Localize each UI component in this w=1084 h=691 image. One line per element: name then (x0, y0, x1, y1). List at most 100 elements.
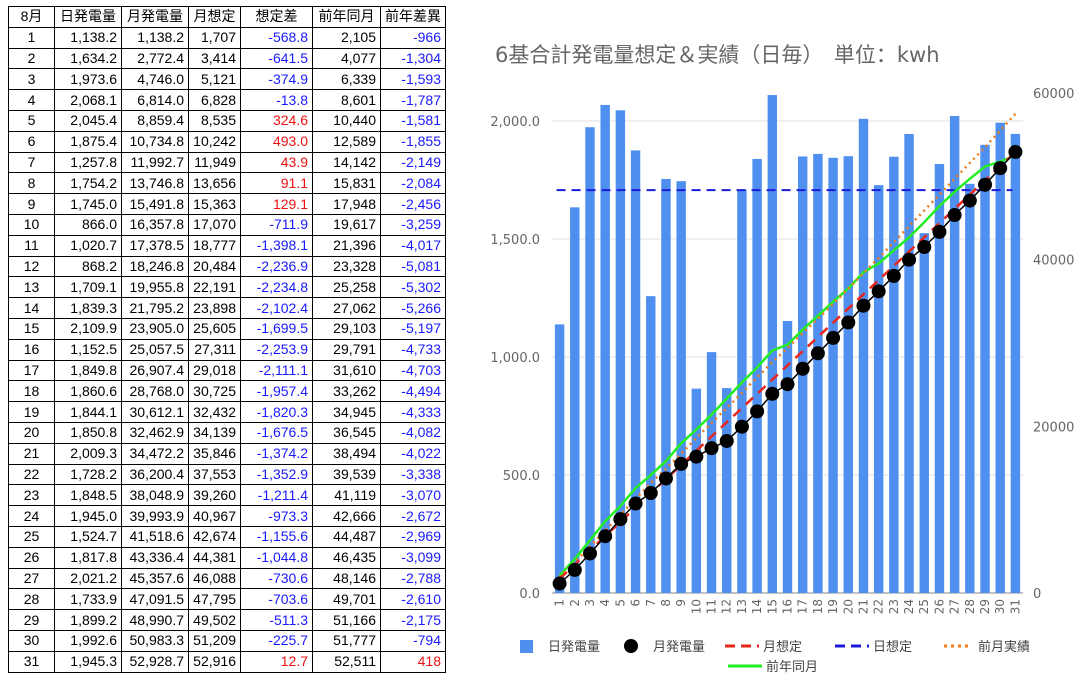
table-cell: 38,494 (312, 442, 381, 465)
bar (965, 183, 975, 593)
table-cell: 1,860.6 (54, 380, 122, 403)
table-cell: 11 (8, 234, 55, 257)
point (628, 496, 643, 511)
x-tick-label: 12 (720, 599, 734, 614)
table-cell: -2,175 (380, 609, 446, 631)
header-daily-generation: 日発電量 (54, 6, 122, 28)
table-cell: 44,487 (312, 525, 381, 548)
table-row: 30 1,992.6 50,983.3 51,209 -225.7 51,777 -794 (8, 629, 446, 652)
table-cell: 18,777 (188, 234, 241, 257)
x-tick-label: 31 (1008, 599, 1022, 614)
table-cell: 29,791 (312, 338, 381, 361)
table-cell: 5,121 (188, 68, 241, 91)
table-cell: 16 (8, 338, 55, 361)
table-cell: 20,484 (188, 255, 241, 278)
y-left-tick-label: 0.0 (519, 587, 540, 602)
bar (995, 122, 1005, 593)
table-cell: 10,242 (188, 130, 241, 153)
table-cell: 2,105 (312, 26, 381, 49)
table-cell: 46,088 (188, 567, 241, 590)
table-cell: -1,211.4 (240, 484, 313, 507)
table-cell: 27,311 (188, 338, 241, 361)
point (689, 449, 704, 464)
table-cell: -2,788 (380, 567, 446, 590)
header-monthly-generation: 月発電量 (121, 6, 189, 28)
bar (828, 157, 838, 593)
table-cell: 17 (8, 359, 55, 382)
table-cell: 3,414 (188, 47, 241, 70)
legend-label: 月発電量 (653, 640, 705, 655)
table-cell: 866.0 (54, 213, 122, 236)
generation-chart: 6基合計発電量想定＆実績（日毎） 単位：kwh 0.0 500.0 1,000.0 1… (490, 43, 1074, 675)
table-cell: 1,020.7 (54, 234, 122, 257)
table-cell: 5 (8, 109, 55, 132)
table-cell: 14 (8, 297, 55, 319)
table-cell: 17,070 (188, 213, 241, 236)
table-cell: 48,990.7 (121, 609, 189, 631)
x-tick-label: 21 (856, 599, 870, 614)
table-cell: 1,634.2 (54, 47, 122, 70)
bar (767, 95, 778, 593)
legend-item: 日想定 (835, 639, 912, 655)
bar (661, 179, 671, 594)
x-tick-label: 10 (689, 599, 703, 614)
bar (585, 127, 595, 593)
table-cell: 43,336.4 (121, 546, 189, 569)
table-cell: 17,948 (312, 193, 381, 215)
table-cell: -1,374.2 (240, 442, 313, 465)
x-tick-label: 16 (781, 599, 795, 614)
table-cell: 1 (8, 26, 55, 49)
legend-item: 日発電量 (520, 640, 600, 655)
legend-label: 月想定 (763, 639, 802, 655)
header-day: 8月 (8, 6, 55, 28)
table-row: 18 1,860.6 28,768.0 30,725 -1,957.4 33,262 -4,… (8, 380, 446, 403)
table-cell: 11,992.7 (121, 151, 189, 174)
table-cell: 1,817.8 (54, 546, 122, 569)
table-cell: 29,018 (188, 359, 241, 382)
table-cell: -2,236.9 (240, 255, 313, 278)
x-tick-label: 24 (902, 599, 916, 614)
table-cell: 2,045.4 (54, 109, 122, 132)
table-cell: 52,928.7 (121, 650, 189, 673)
table-cell: 21,795.2 (121, 297, 189, 319)
x-tick-label: 14 (750, 599, 764, 614)
table-cell: 1,945.0 (54, 505, 122, 527)
table-cell: 32,432 (188, 401, 241, 423)
table-cell: -225.7 (240, 629, 313, 652)
point (598, 529, 613, 544)
table-cell: 12.7 (240, 650, 313, 673)
x-tick-label: 17 (796, 599, 810, 614)
table-cell: 39,260 (188, 484, 241, 507)
table-cell: 19 (8, 401, 55, 423)
table-row: 27 2,021.2 45,357.6 46,088 -730.6 48,146 -2,78… (8, 567, 446, 590)
table-cell: -1,155.6 (240, 525, 313, 548)
point (810, 346, 825, 361)
table-cell: 91.1 (240, 172, 313, 195)
table-cell: 1,839.3 (54, 297, 122, 319)
table-cell: 30 (8, 629, 55, 652)
table-cell: 49,701 (312, 588, 381, 611)
table-row: 31 1,945.3 52,928.7 52,916 12.7 52,511 418 (8, 650, 446, 673)
table-cell: 1,850.8 (54, 421, 122, 444)
table-row: 23 1,848.5 38,048.9 39,260 -1,211.4 41,119 -3,… (8, 484, 446, 507)
table-cell: 34,139 (188, 421, 241, 444)
bar (600, 104, 610, 593)
table-row: 21 2,009.3 34,472.2 35,846 -1,374.2 38,494 -4,… (8, 442, 446, 465)
table-cell: -5,302 (380, 276, 446, 299)
table-cell: 27,062 (312, 297, 381, 319)
x-tick-label: 28 (963, 599, 977, 614)
table-row: 15 2,109.9 23,905.0 25,605 -1,699.5 29,103 -5,… (8, 317, 446, 340)
table-cell: 28,768.0 (121, 380, 189, 403)
table-cell: -1,787 (380, 89, 446, 111)
table-cell: -3,099 (380, 546, 446, 569)
table-cell: 6,828 (188, 89, 241, 111)
table-cell: 8 (8, 172, 55, 195)
table-row: 29 1,899.2 48,990.7 49,502 -511.3 51,166 -2,17… (8, 609, 446, 631)
table-cell: -1,044.8 (240, 546, 313, 569)
header-monthly-target: 月想定 (188, 6, 241, 28)
table-cell: -1,304 (380, 47, 446, 70)
point (780, 377, 795, 392)
table-cell: 47,091.5 (121, 588, 189, 611)
y-left-tick-label: 1,500.0 (490, 233, 540, 248)
x-tick-label: 3 (583, 599, 597, 607)
